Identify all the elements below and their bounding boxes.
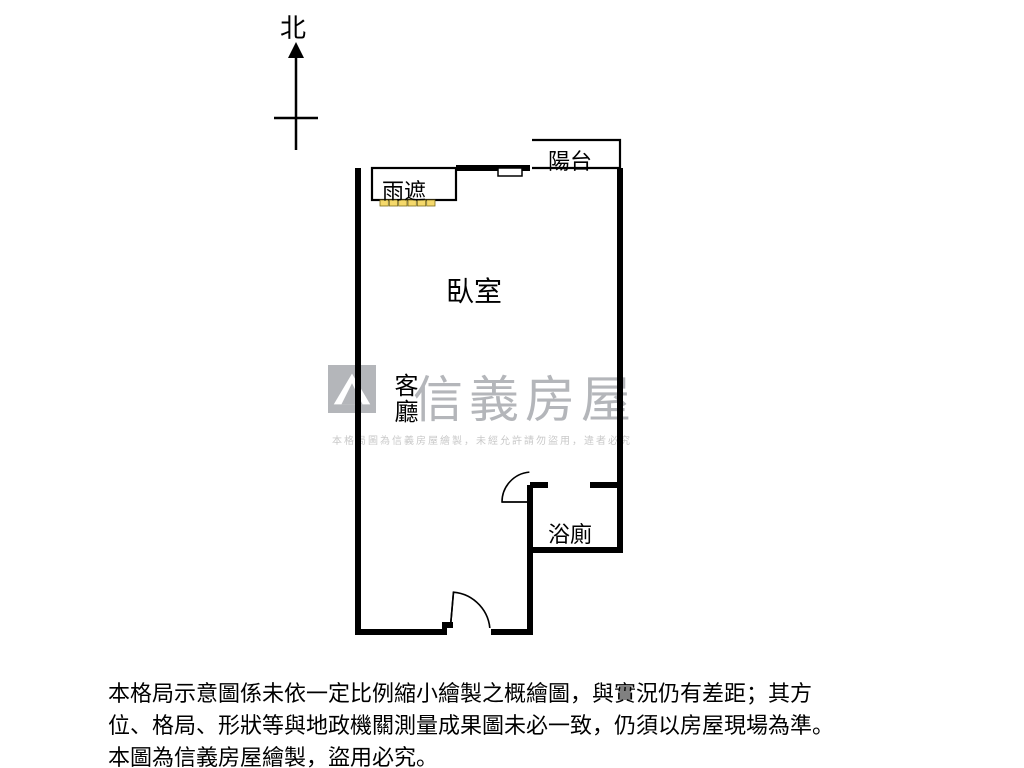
watermark-text: 信義房屋 [413,360,637,432]
awning-label: 雨遮 [382,174,426,206]
floorplan-canvas: 北 信義房屋 本格局圖為信義房屋繪製，未經允許請勿盜用，違者必究 陽台 雨遮 臥… [0,0,1024,768]
disclaimer-text: 本格局示意圖係未依一定比例縮小繪製之概繪圖，與實況仍有差距；其方位、格局、形狀等… [108,678,834,768]
compass-north-label: 北 [280,8,306,45]
floorplan-svg [0,0,1024,768]
living-label: 客廳 [386,373,421,425]
bedroom-label: 臥室 [446,270,502,310]
balcony-label: 陽台 [548,144,592,176]
bath-label: 浴廁 [548,517,592,549]
watermark-subtext: 本格局圖為信義房屋繪製，未經允許請勿盜用，違者必究 [332,432,632,447]
compass-arrow [0,0,1024,768]
watermark-logo [328,365,376,413]
